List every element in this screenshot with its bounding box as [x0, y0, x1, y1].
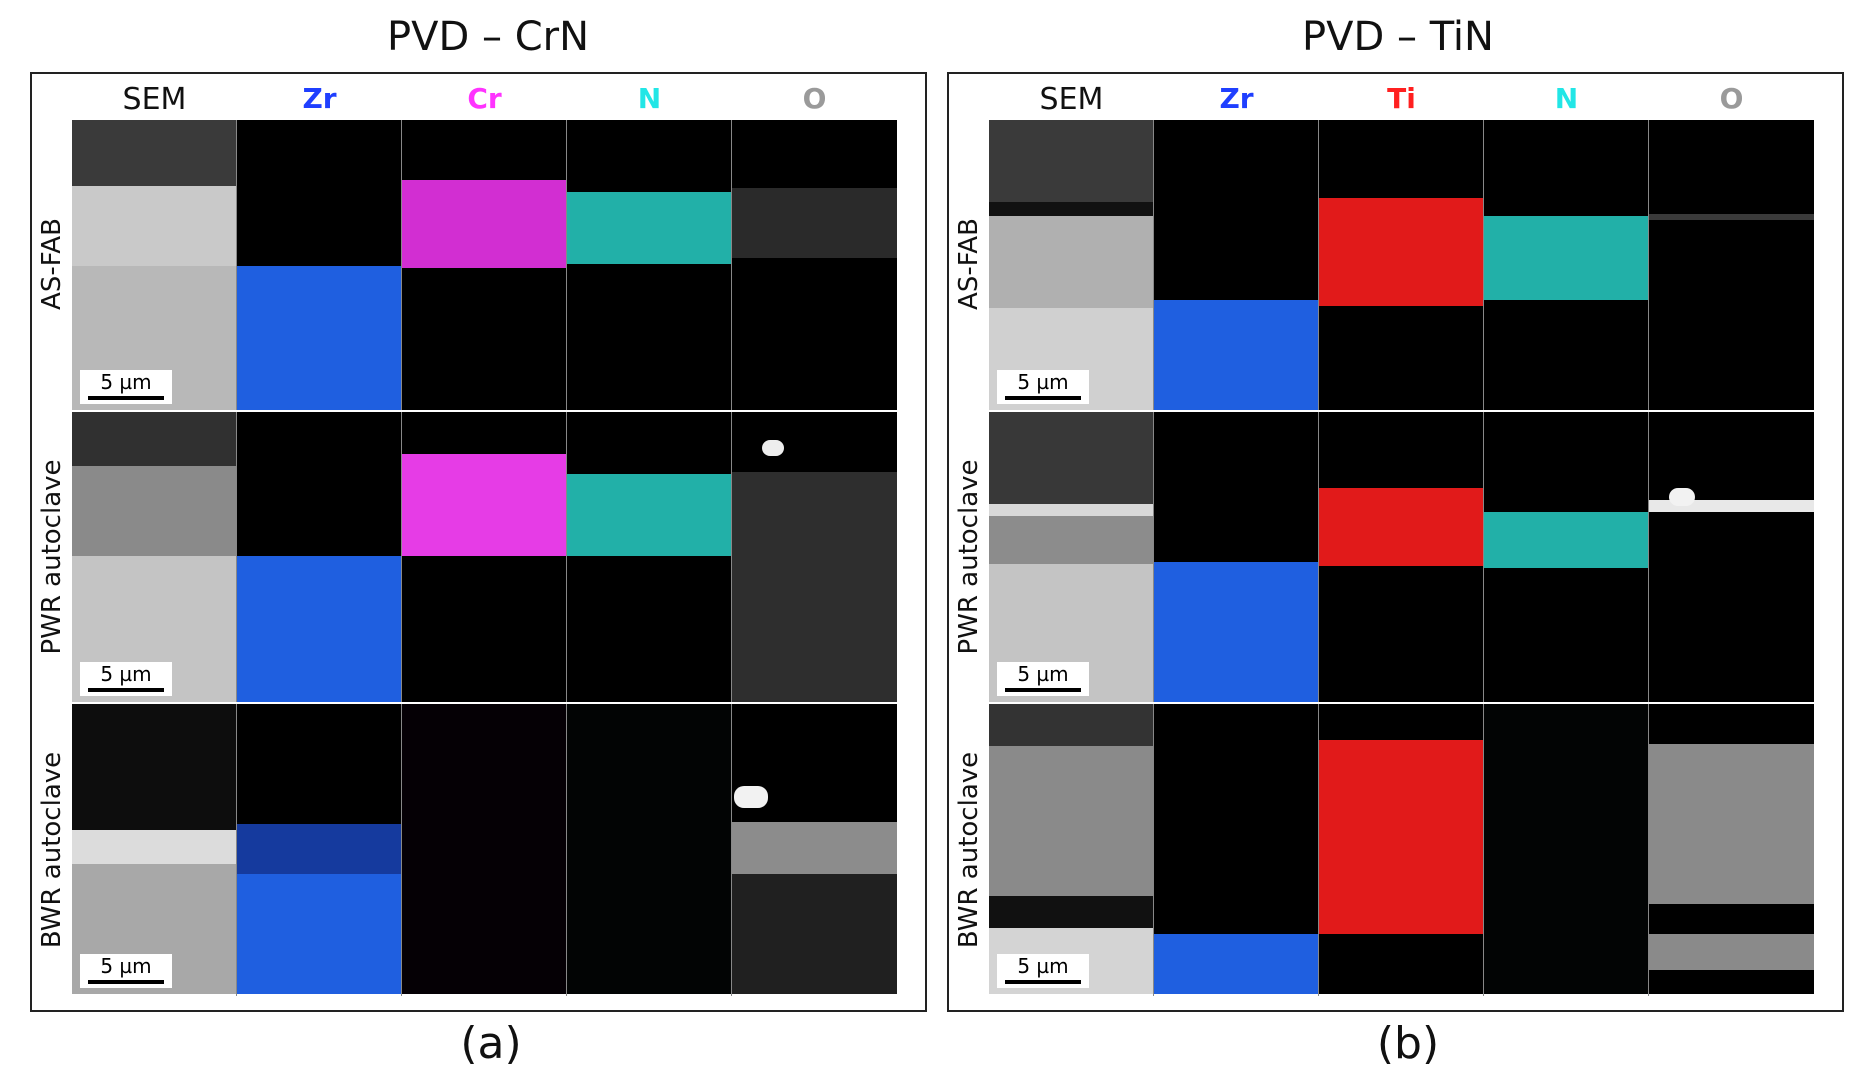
o-map-as-fab — [1649, 120, 1814, 410]
sem-image-bwr: 5 µm — [72, 704, 237, 994]
n-map-as-fab — [1484, 120, 1649, 410]
cr-map-as-fab — [402, 120, 567, 410]
scale-bar: 5 µm — [997, 954, 1089, 988]
n-map-bwr — [567, 704, 732, 994]
col-header-zr: Zr — [1219, 82, 1254, 115]
col-header-o: O — [1719, 82, 1744, 115]
col-header-zr: Zr — [302, 82, 337, 115]
cr-map-pwr — [402, 412, 567, 702]
ti-map-pwr — [1319, 412, 1484, 702]
o-map-pwr — [1649, 412, 1814, 702]
zr-map-as-fab — [237, 120, 402, 410]
col-header-sem: SEM — [122, 82, 187, 117]
col-header-sem: SEM — [1039, 82, 1104, 117]
cr-map-bwr — [402, 704, 567, 994]
zr-map-bwr — [237, 704, 402, 994]
n-map-as-fab — [567, 120, 732, 410]
panel-a-frame: SEM Zr Cr N O AS-FAB PWR autoclave BWR a… — [30, 72, 927, 1012]
col-header-n: N — [637, 82, 662, 115]
panel-b-frame: SEM Zr Ti N O AS-FAB PWR autoclave BWR a… — [947, 72, 1844, 1012]
scale-bar-label: 5 µm — [1017, 370, 1069, 394]
panel-a-label: (a) — [460, 1018, 522, 1069]
panel-b-label: (b) — [1376, 1018, 1440, 1069]
col-header-n: N — [1554, 82, 1579, 115]
sem-image-pwr: 5 µm — [989, 412, 1154, 702]
n-map-bwr — [1484, 704, 1649, 994]
scale-bar-label: 5 µm — [1017, 662, 1069, 686]
row-label-pwr: PWR autoclave — [954, 459, 984, 655]
zr-map-as-fab — [1154, 120, 1319, 410]
col-header-ti: Ti — [1387, 82, 1416, 115]
panel-a-title: PVD – CrN — [386, 14, 589, 60]
zr-map-pwr — [1154, 412, 1319, 702]
o-map-pwr — [732, 412, 897, 702]
ti-map-bwr — [1319, 704, 1484, 994]
panel-b-title: PVD – TiN — [1302, 14, 1494, 60]
sem-image-as-fab: 5 µm — [989, 120, 1154, 410]
row-label-as-fab: AS-FAB — [954, 218, 984, 310]
col-header-cr: Cr — [467, 82, 502, 115]
n-map-pwr — [567, 412, 732, 702]
row-label-bwr: BWR autoclave — [954, 751, 984, 949]
scale-bar-label: 5 µm — [100, 662, 152, 686]
scale-bar-label: 5 µm — [100, 954, 152, 978]
scale-bar: 5 µm — [80, 954, 172, 988]
n-map-pwr — [1484, 412, 1649, 702]
row-label-pwr: PWR autoclave — [37, 459, 67, 655]
o-map-bwr — [1649, 704, 1814, 994]
ti-map-as-fab — [1319, 120, 1484, 410]
col-header-o: O — [802, 82, 827, 115]
scale-bar: 5 µm — [80, 370, 172, 404]
scale-bar: 5 µm — [80, 662, 172, 696]
row-label-as-fab: AS-FAB — [37, 218, 67, 310]
scale-bar: 5 µm — [997, 662, 1089, 696]
sem-image-pwr: 5 µm — [72, 412, 237, 702]
sem-image-bwr: 5 µm — [989, 704, 1154, 994]
scale-bar: 5 µm — [997, 370, 1089, 404]
o-map-bwr — [732, 704, 897, 994]
zr-map-pwr — [237, 412, 402, 702]
scale-bar-label: 5 µm — [1017, 954, 1069, 978]
zr-map-bwr — [1154, 704, 1319, 994]
sem-image-as-fab: 5 µm — [72, 120, 237, 410]
scale-bar-label: 5 µm — [100, 370, 152, 394]
row-label-bwr: BWR autoclave — [37, 751, 67, 949]
o-map-as-fab — [732, 120, 897, 410]
